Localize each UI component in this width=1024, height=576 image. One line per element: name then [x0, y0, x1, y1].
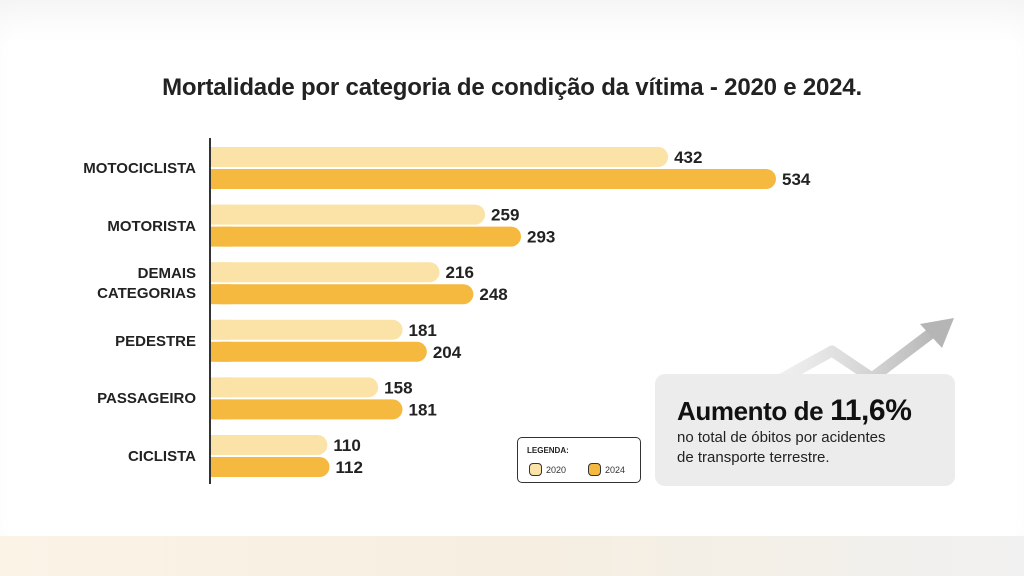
increase-desc-line2: de transporte terrestre. [677, 449, 830, 466]
category-label-line: CICLISTA [127, 448, 196, 465]
bar-base-2020-0 [211, 147, 231, 167]
bar-2020-5 [211, 435, 328, 455]
category-label-1: MOTORISTA [40, 217, 196, 237]
data-label-2020-4: 158 [384, 378, 412, 397]
category-label-line: MOTORISTA [107, 217, 196, 235]
bar-base-2024-2 [211, 284, 231, 305]
increase-desc-line1: no total de óbitos por acidentes [677, 429, 886, 446]
increase-prefix: Aumento de [677, 396, 824, 426]
data-label-2020-5: 110 [333, 436, 360, 455]
category-label-line: DEMAIS [137, 265, 196, 283]
bar-base-2020-3 [211, 319, 231, 340]
bar-2024-1 [211, 226, 522, 247]
data-label-2024-5: 112 [336, 458, 363, 477]
bar-2024-3 [211, 341, 427, 362]
category-label-4: PASSAGEIRO [40, 389, 196, 409]
category-label-0: MOTOCICLISTA [40, 159, 196, 179]
category-label-line: PASSAGEIRO [97, 390, 196, 408]
data-label-2024-0: 534 [782, 170, 811, 189]
legend-label-2020: 2020 [546, 465, 567, 475]
data-label-2024-4: 181 [409, 400, 437, 419]
legend-title: LEGENDA: [527, 446, 569, 455]
increase-highlight-box: Aumento de 11,6% no total de óbitos por … [655, 374, 955, 486]
data-label-2024-2: 248 [479, 285, 507, 304]
bar-base-2024-1 [211, 226, 231, 247]
legend-swatch-2020 [529, 463, 542, 476]
increase-value: 11,6% [830, 394, 912, 427]
increase-headline: Aumento de 11,6% [677, 394, 912, 428]
bar-2020-2 [211, 262, 440, 283]
bar-2020-3 [211, 319, 403, 340]
legend-label-2024: 2024 [605, 465, 626, 475]
category-label-line: MOTOCICLISTA [83, 160, 196, 177]
data-label-2020-0: 432 [674, 148, 702, 167]
category-label-5: CICLISTA [40, 447, 196, 467]
trend-up-arrow-icon [762, 318, 954, 393]
category-label-line: CATEGORIAS [97, 285, 196, 303]
bar-base-2020-1 [211, 204, 231, 225]
data-label-2020-2: 216 [446, 263, 474, 282]
bar-base-2020-4 [211, 377, 231, 398]
bar-2024-0 [211, 169, 776, 189]
legend: LEGENDA: 2020 2024 [517, 437, 641, 483]
bar-base-2020-5 [211, 435, 231, 455]
bar-base-2024-5 [211, 457, 231, 477]
bar-2024-2 [211, 284, 474, 305]
category-label-2: DEMAIS CATEGORIAS [40, 264, 196, 304]
bar-2024-5 [211, 457, 330, 477]
bar-2020-1 [211, 204, 486, 225]
bar-2024-4 [211, 399, 403, 420]
bar-base-2020-2 [211, 262, 231, 283]
bar-base-2024-0 [211, 169, 231, 189]
bar-base-2024-4 [211, 399, 231, 420]
data-label-2024-1: 293 [527, 228, 555, 247]
data-label-2020-1: 259 [491, 206, 519, 225]
bottom-glow [0, 536, 1024, 576]
chart-title: Mortalidade por categoria de condição da… [162, 74, 862, 101]
bar-base-2024-3 [211, 341, 231, 362]
data-label-2024-3: 204 [433, 343, 462, 362]
category-label-line: PEDESTRE [115, 332, 196, 350]
bar-2020-0 [211, 147, 669, 167]
category-label-3: PEDESTRE [40, 332, 196, 352]
data-label-2020-3: 181 [409, 321, 437, 340]
bar-2020-4 [211, 377, 379, 398]
legend-swatch-2024 [588, 463, 601, 476]
